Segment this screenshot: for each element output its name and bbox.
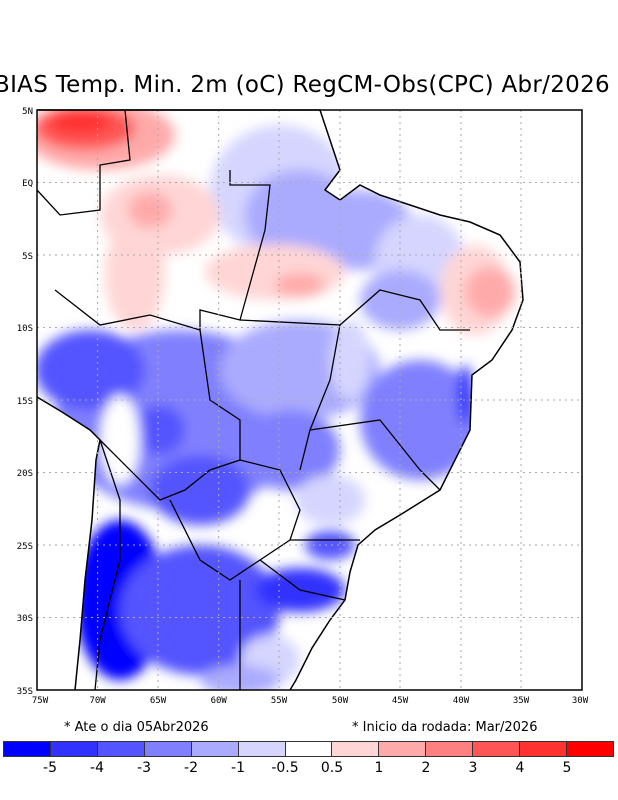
colorbar <box>3 741 614 757</box>
lon-label: 70W <box>89 696 106 706</box>
colorbar-swatch <box>567 742 613 756</box>
colorbar-swatch <box>520 742 568 756</box>
lon-label: 75W <box>32 696 49 706</box>
colorbar-label: 0.5 <box>320 760 344 776</box>
map-frame <box>36 109 583 691</box>
colorbar-swatch <box>473 742 521 756</box>
lat-axis: 5N EQ 5S 10S 15S 20S 25S 30S 35S <box>17 107 33 697</box>
lon-label: 65W <box>150 696 167 706</box>
colorbar-label: 4 <box>515 760 525 776</box>
lon-label: 30W <box>572 696 589 706</box>
lon-label: 45W <box>392 696 409 706</box>
colorbar-label: 3 <box>468 760 478 776</box>
coastline <box>36 109 524 691</box>
lat-label: 10S <box>17 324 33 334</box>
lon-label: 60W <box>211 696 228 706</box>
lon-label: 50W <box>332 696 349 706</box>
colorbar-swatch <box>50 742 98 756</box>
lat-label: 15S <box>17 397 33 407</box>
lat-label: 35S <box>17 687 33 697</box>
colorbar-label: -5 <box>43 760 57 776</box>
colorbar-label: -1 <box>231 760 245 776</box>
colorbar-label: 5 <box>562 760 572 776</box>
colorbar-label: -0.5 <box>271 760 299 776</box>
shaded-field <box>37 110 523 690</box>
lon-label: 35W <box>513 696 530 706</box>
colorbar-swatch <box>426 742 474 756</box>
colorbar-label: -3 <box>137 760 151 776</box>
run-start-note: * Inicio da rodada: Mar/2026 <box>352 720 538 735</box>
colorbar-swatch <box>285 742 333 756</box>
colorbar-label: -2 <box>184 760 198 776</box>
political-borders <box>37 110 470 690</box>
map-title: BIAS Temp. Min. 2m (oC) RegCM-Obs(CPC) A… <box>0 72 610 98</box>
lon-axis: 75W 70W 65W 60W 55W 50W 45W 40W 35W 30W <box>32 696 589 706</box>
colorbar-label: 2 <box>421 760 431 776</box>
colorbar-swatch <box>332 742 380 756</box>
colorbar-label: 1 <box>374 760 384 776</box>
colorbar-swatch <box>191 742 239 756</box>
lon-label: 40W <box>453 696 470 706</box>
lat-label: 5N <box>22 107 33 117</box>
colorbar-label: -4 <box>90 760 104 776</box>
colorbar-swatch <box>238 742 286 756</box>
lat-label: 5S <box>22 252 33 262</box>
lat-label: 20S <box>17 469 33 479</box>
lat-label: EQ <box>22 179 33 189</box>
lat-label: 30S <box>17 614 33 624</box>
gridlines <box>37 110 582 690</box>
colorbar-swatch <box>97 742 145 756</box>
colorbar-swatch <box>144 742 192 756</box>
lat-label: 25S <box>17 542 33 552</box>
colorbar-swatch <box>379 742 427 756</box>
date-note: * Ate o dia 05Abr2026 <box>64 720 209 735</box>
colorbar-swatch <box>4 742 51 756</box>
lon-label: 55W <box>271 696 288 706</box>
